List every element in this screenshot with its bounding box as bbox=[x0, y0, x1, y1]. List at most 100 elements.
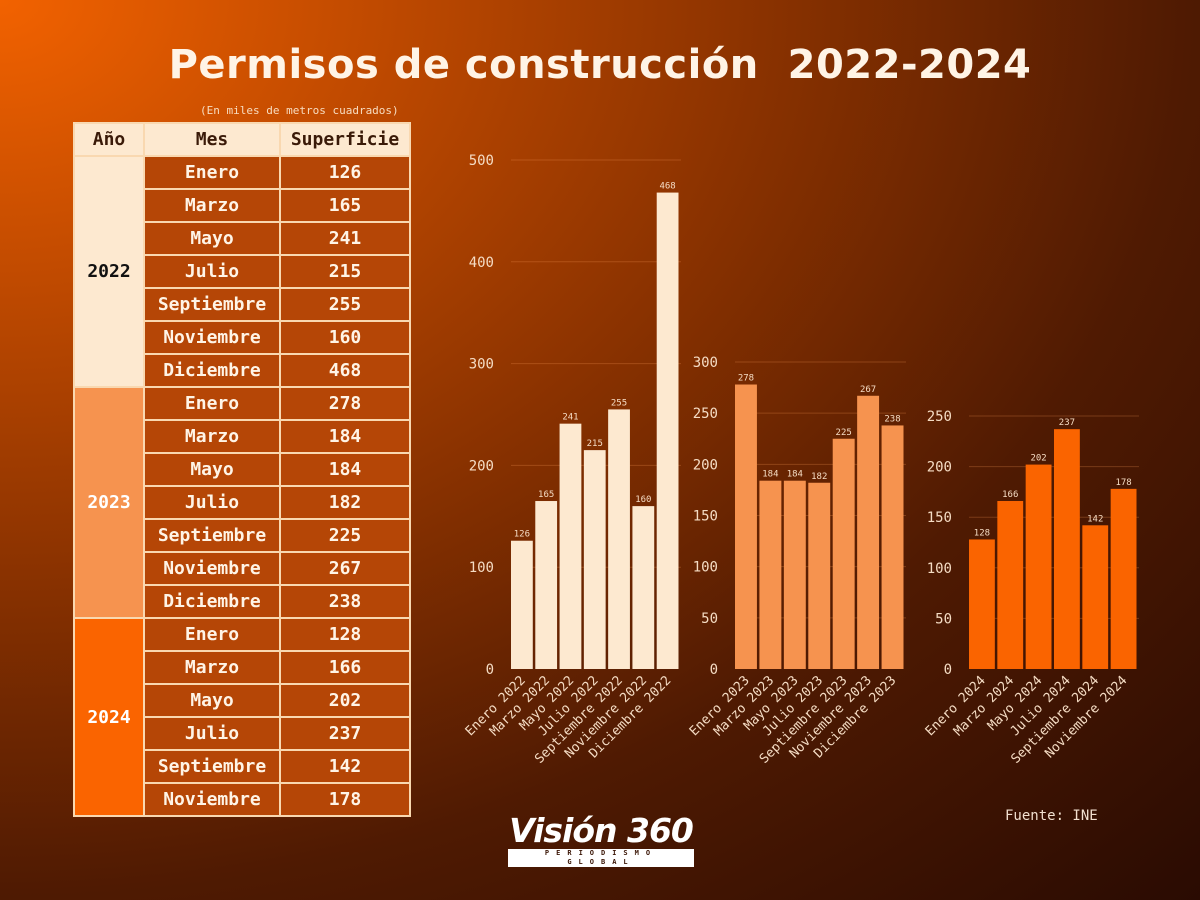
month-cell: Mayo bbox=[143, 683, 281, 718]
y-tick-label: 150 bbox=[693, 509, 718, 525]
bar-value-label: 202 bbox=[1030, 454, 1046, 464]
y-tick-label: 0 bbox=[710, 662, 718, 678]
table-row: 2023 Enero 278 bbox=[73, 386, 411, 619]
bar-value-label: 166 bbox=[1002, 490, 1018, 500]
table-row: Mayo 202 bbox=[74, 683, 411, 718]
bar bbox=[759, 480, 782, 669]
units-subtitle: (En miles de metros cuadrados) bbox=[200, 104, 399, 117]
bar-value-label: 241 bbox=[562, 413, 578, 423]
month-cell: Julio bbox=[143, 485, 281, 520]
bar bbox=[656, 192, 679, 670]
source-note: Fuente: INE bbox=[1005, 808, 1098, 824]
data-table: Año Mes Superficie 2022 Enero 126 Marzo 165 M… bbox=[73, 122, 411, 817]
bar bbox=[632, 506, 655, 669]
y-tick-label: 400 bbox=[469, 255, 494, 271]
table-row: Julio 215 bbox=[74, 254, 411, 289]
month-cell: Marzo bbox=[143, 650, 281, 685]
y-tick-label: 50 bbox=[701, 611, 718, 627]
area-cell: 468 bbox=[279, 353, 411, 388]
area-cell: 237 bbox=[279, 716, 411, 751]
bar-value-label: 128 bbox=[974, 528, 990, 538]
table-row: Julio 237 bbox=[74, 716, 411, 751]
table-row: Julio 182 bbox=[74, 485, 411, 520]
area-cell: 178 bbox=[279, 782, 411, 817]
y-tick-label: 100 bbox=[927, 561, 952, 577]
y-tick-label: 200 bbox=[927, 460, 952, 476]
table-row: Noviembre 267 bbox=[74, 551, 411, 586]
bar-value-label: 160 bbox=[635, 495, 651, 505]
bar-value-label: 225 bbox=[836, 428, 852, 438]
table-row: 2024 Enero 128 bbox=[73, 617, 411, 817]
month-cell: Mayo bbox=[143, 221, 281, 256]
table-row: Marzo 184 bbox=[74, 419, 411, 454]
bar bbox=[832, 438, 855, 669]
bar bbox=[583, 450, 606, 669]
bar bbox=[559, 423, 582, 669]
y-tick-label: 0 bbox=[944, 662, 952, 678]
area-cell: 225 bbox=[279, 518, 411, 553]
bar bbox=[1082, 525, 1109, 669]
table-row: Septiembre 142 bbox=[74, 749, 411, 784]
month-cell: Noviembre bbox=[143, 320, 281, 355]
table-row: Mayo 241 bbox=[74, 221, 411, 256]
area-cell: 202 bbox=[279, 683, 411, 718]
month-cell: Marzo bbox=[143, 419, 281, 454]
table-row: Noviembre 178 bbox=[74, 782, 411, 817]
bar-value-label: 126 bbox=[514, 530, 530, 540]
year-cell: 2024 bbox=[73, 617, 145, 817]
table-row: Diciembre 238 bbox=[74, 584, 411, 619]
y-tick-label: 300 bbox=[693, 355, 718, 371]
table-row: Mayo 184 bbox=[74, 452, 411, 487]
header-area: Superficie bbox=[279, 122, 411, 157]
bar bbox=[881, 425, 904, 669]
bar-value-label: 215 bbox=[587, 439, 603, 449]
table-row: Marzo 166 bbox=[74, 650, 411, 685]
area-cell: 160 bbox=[279, 320, 411, 355]
bar-value-label: 278 bbox=[738, 374, 754, 384]
bar-value-label: 165 bbox=[538, 490, 554, 500]
bar-value-label: 468 bbox=[659, 182, 675, 192]
y-tick-label: 250 bbox=[693, 406, 718, 422]
bar bbox=[535, 501, 558, 669]
bar bbox=[735, 384, 757, 669]
bar bbox=[608, 409, 630, 669]
y-tick-label: 100 bbox=[693, 560, 718, 576]
y-tick-label: 500 bbox=[469, 153, 494, 169]
bar bbox=[1054, 429, 1080, 669]
area-cell: 182 bbox=[279, 485, 411, 520]
table-row: Noviembre 160 bbox=[74, 320, 411, 355]
logo: Visión 360 PERIODISMO GLOBAL bbox=[508, 814, 694, 867]
area-cell: 278 bbox=[279, 386, 411, 421]
month-cell: Enero bbox=[143, 155, 281, 190]
bar-value-label: 255 bbox=[611, 398, 627, 408]
y-tick-label: 200 bbox=[469, 458, 494, 474]
bar-value-label: 142 bbox=[1087, 514, 1103, 524]
month-cell: Enero bbox=[143, 617, 281, 652]
y-tick-label: 200 bbox=[693, 457, 718, 473]
month-cell: Enero bbox=[143, 386, 281, 421]
table-row: Septiembre 255 bbox=[74, 287, 411, 322]
month-cell: Marzo bbox=[143, 188, 281, 223]
bar-value-label: 184 bbox=[787, 470, 803, 480]
month-cell: Noviembre bbox=[143, 782, 281, 817]
area-cell: 166 bbox=[279, 650, 411, 685]
area-cell: 238 bbox=[279, 584, 411, 619]
y-tick-label: 0 bbox=[486, 662, 494, 678]
area-cell: 142 bbox=[279, 749, 411, 784]
y-tick-label: 250 bbox=[927, 409, 952, 425]
year-cell: 2022 bbox=[73, 155, 145, 388]
month-cell: Mayo bbox=[143, 452, 281, 487]
bar-value-label: 178 bbox=[1115, 478, 1131, 488]
table-row: Diciembre 468 bbox=[74, 353, 411, 388]
month-cell: Septiembre bbox=[143, 518, 281, 553]
bar bbox=[1025, 464, 1052, 669]
area-cell: 184 bbox=[279, 419, 411, 454]
table-row: Septiembre 225 bbox=[74, 518, 411, 553]
bar-value-label: 238 bbox=[884, 414, 900, 424]
y-tick-label: 50 bbox=[935, 611, 952, 627]
month-cell: Septiembre bbox=[143, 749, 281, 784]
month-cell: Diciembre bbox=[143, 584, 281, 619]
y-tick-label: 100 bbox=[469, 560, 494, 576]
bar bbox=[857, 395, 880, 669]
area-cell: 215 bbox=[279, 254, 411, 289]
